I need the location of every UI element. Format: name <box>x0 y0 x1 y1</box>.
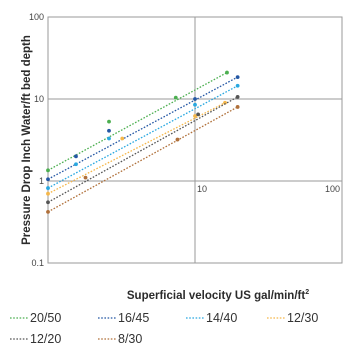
x-axis-title-text: Superficial velocity US gal/min/ft <box>127 290 305 302</box>
legend-item: 16/45 <box>98 311 149 325</box>
legend-item: 12/30 <box>267 311 318 325</box>
y-tick-label: 10 <box>34 94 44 104</box>
series-line <box>47 96 238 203</box>
data-point <box>74 154 78 159</box>
series-line <box>47 85 238 189</box>
y-axis-title: Pressure Drop Inch Water/ft bed depth <box>21 35 33 245</box>
x-tick-label: 10 <box>197 184 207 194</box>
data-point <box>83 175 88 180</box>
series-line <box>47 72 228 171</box>
x-tick-label: 100 <box>325 184 340 194</box>
legend-label: 12/20 <box>30 332 61 346</box>
legend-label: 16/45 <box>118 311 149 325</box>
data-point <box>193 114 197 118</box>
x-axis-title: Superficial velocity US gal/min/ft2 <box>127 289 309 302</box>
data-point <box>46 177 50 182</box>
data-point <box>175 137 180 142</box>
data-point <box>235 105 240 109</box>
data-point <box>46 209 50 214</box>
series-line <box>47 102 226 195</box>
data-point <box>46 168 50 173</box>
series-12-20 <box>46 95 240 205</box>
data-point <box>46 191 50 196</box>
data-point <box>46 186 50 190</box>
data-point <box>173 95 178 100</box>
legend: 20/50 16/45 14/40 12/30 12/20 8/30 <box>10 311 318 346</box>
x-axis-title-superscript: 2 <box>305 289 309 296</box>
data-point <box>223 100 227 105</box>
data-point <box>107 119 111 124</box>
data-point <box>235 75 240 79</box>
data-point <box>46 200 50 205</box>
series-20-50 <box>46 70 229 173</box>
y-tick-label: 0.1 <box>31 258 44 268</box>
series-line <box>47 76 238 180</box>
series-16-45 <box>46 75 240 182</box>
data-point <box>225 70 229 75</box>
data-point <box>193 102 197 107</box>
legend-label: 12/30 <box>287 311 318 325</box>
legend-label: 8/30 <box>118 332 142 346</box>
y-tick-label: 1 <box>39 176 44 186</box>
legend-item: 20/50 <box>10 311 61 325</box>
grid <box>47 16 343 264</box>
data-point <box>235 83 240 88</box>
legend-item: 14/40 <box>186 311 237 325</box>
data-point <box>107 136 111 141</box>
series-lines <box>46 70 240 214</box>
legend-item: 8/30 <box>98 332 142 346</box>
data-point <box>74 162 78 167</box>
series-line <box>47 106 238 213</box>
data-point <box>120 136 125 141</box>
tick-labels: 10 100 0.1 1 10 100 <box>29 12 340 268</box>
legend-label: 20/50 <box>30 311 61 325</box>
data-point <box>196 112 201 117</box>
series-8-30 <box>46 105 240 214</box>
legend-item: 12/20 <box>10 332 61 346</box>
legend-label: 14/40 <box>206 311 237 325</box>
data-point <box>235 95 240 99</box>
y-tick-label: 100 <box>29 12 44 22</box>
data-point <box>107 128 111 133</box>
series-12-30 <box>46 100 227 196</box>
data-point <box>193 97 197 101</box>
series-14-40 <box>46 83 240 190</box>
